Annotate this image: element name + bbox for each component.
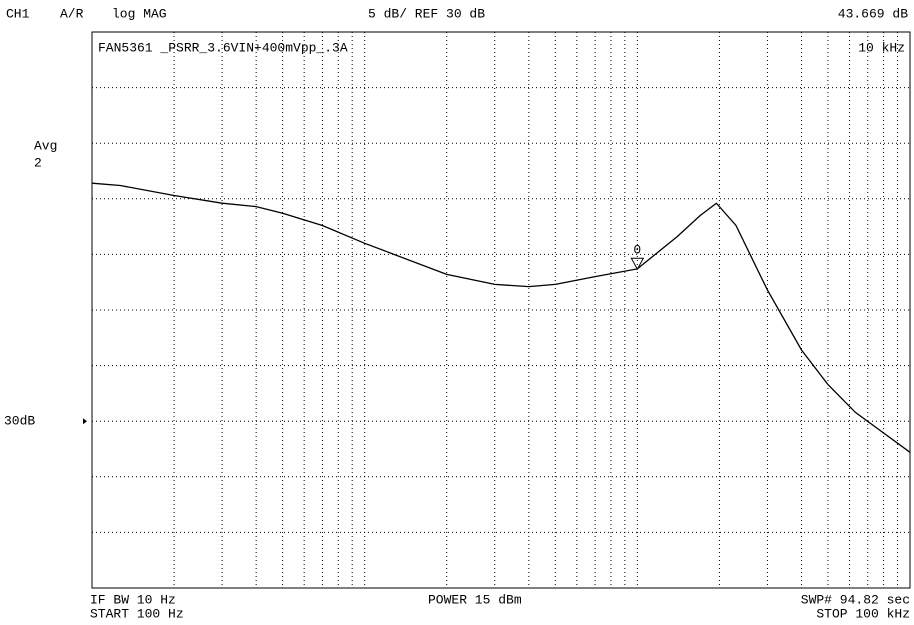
stop: STOP 100 kHz: [816, 606, 910, 621]
chart-title: FAN5361 _PSRR_3.6VIN+400mVpp_.3A: [98, 40, 348, 55]
marker-readout: 43.669 dB: [838, 6, 908, 21]
power: POWER 15 dBm: [428, 592, 522, 607]
avg-label: Avg: [34, 138, 57, 153]
marker: [630, 257, 645, 271]
plot-frame: [91, 31, 911, 589]
marker-frequency: 10 kHz: [858, 40, 905, 55]
ratio: A/R: [60, 6, 84, 21]
trace: [91, 182, 911, 453]
ref-pointer: [83, 418, 87, 425]
format: log MAG: [112, 6, 167, 21]
sweep: SWP# 94.82 sec: [801, 592, 910, 607]
start: START 100 Hz: [90, 606, 184, 621]
scale: 5 dB/ REF 30 dB: [368, 6, 485, 21]
if-bw: IF BW 10 Hz: [90, 592, 176, 607]
ref-label: 30dB: [4, 414, 35, 429]
marker-label: 0: [633, 243, 641, 258]
channel: CH1: [6, 6, 30, 21]
avg-factor: 2: [34, 155, 42, 170]
